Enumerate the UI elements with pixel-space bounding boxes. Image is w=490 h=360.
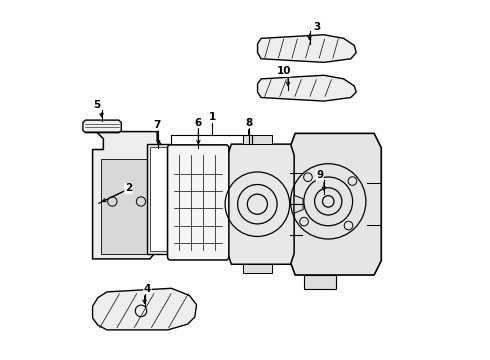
Polygon shape bbox=[304, 275, 337, 289]
Text: 5: 5 bbox=[94, 100, 101, 111]
Polygon shape bbox=[150, 147, 169, 251]
Polygon shape bbox=[228, 144, 294, 264]
Text: 10: 10 bbox=[276, 66, 291, 76]
Polygon shape bbox=[290, 134, 381, 275]
Text: 1: 1 bbox=[208, 112, 216, 122]
Polygon shape bbox=[83, 120, 122, 133]
Polygon shape bbox=[93, 288, 196, 330]
FancyBboxPatch shape bbox=[168, 145, 229, 260]
Polygon shape bbox=[101, 159, 155, 253]
Text: 8: 8 bbox=[245, 118, 253, 128]
Polygon shape bbox=[258, 75, 356, 101]
Polygon shape bbox=[243, 264, 272, 273]
Polygon shape bbox=[294, 195, 303, 213]
Polygon shape bbox=[147, 144, 172, 253]
Polygon shape bbox=[258, 35, 356, 62]
Text: 6: 6 bbox=[195, 118, 202, 128]
Text: 7: 7 bbox=[153, 120, 161, 130]
Polygon shape bbox=[243, 135, 272, 144]
Text: 4: 4 bbox=[144, 284, 151, 294]
Text: 9: 9 bbox=[316, 170, 323, 180]
Text: 3: 3 bbox=[313, 22, 320, 32]
Polygon shape bbox=[93, 132, 164, 259]
Text: 2: 2 bbox=[125, 183, 132, 193]
